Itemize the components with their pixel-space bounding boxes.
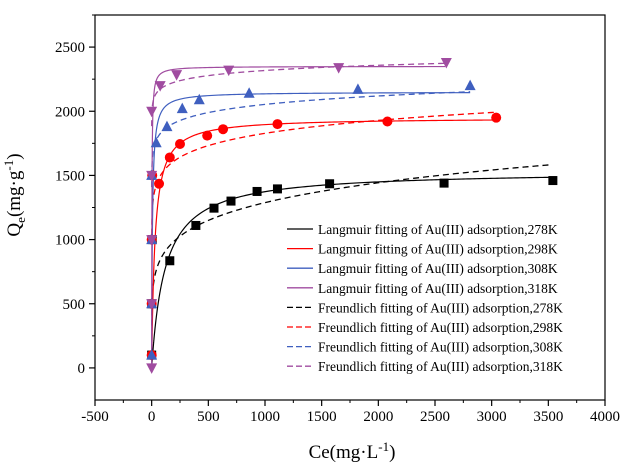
data-point-298K [202, 130, 213, 141]
data-point-278K [548, 176, 558, 186]
data-point-298K [491, 112, 502, 123]
data-point-298K [164, 152, 175, 163]
x-axis-title-superscript: -1 [378, 439, 389, 454]
data-point-308K [243, 87, 255, 98]
data-point-298K [382, 116, 393, 127]
data-point-308K [176, 102, 188, 114]
x-tick-label: -500 [81, 409, 109, 425]
legend-label-0: Langmuir fitting of Au(III) adsorption,2… [318, 222, 558, 237]
data-point-318K [146, 363, 158, 374]
x-tick-label: 2000 [363, 409, 393, 425]
freundlich-curve-308K [151, 91, 471, 188]
x-tick-label: 2500 [420, 409, 450, 425]
data-point-308K [352, 83, 364, 94]
x-axis-title-close: ) [389, 442, 395, 463]
y-tick-label: 1500 [55, 168, 85, 184]
y-tick-label: 500 [63, 297, 86, 313]
legend-label-5: Freundlich fitting of Au(III) adsorption… [318, 320, 563, 335]
legend-label-2: Langmuir fitting of Au(III) adsorption,3… [318, 261, 558, 276]
x-axis-title: Ce(mg·L-1) [309, 439, 396, 463]
data-point-278K [325, 179, 335, 189]
legend-label-3: Langmuir fitting of Au(III) adsorption,3… [318, 281, 558, 296]
x-tick-label: 500 [197, 409, 220, 425]
data-point-308K [146, 349, 158, 360]
data-point-318K [440, 57, 452, 69]
data-point-298K [272, 119, 283, 130]
y-axis-title-subscript: e [13, 217, 28, 223]
data-point-318K [171, 70, 183, 81]
y-axis-title: Qe(mg·g-1) [1, 153, 28, 236]
x-tick-label: 3500 [533, 409, 563, 425]
x-tick-label: 3000 [477, 409, 507, 425]
data-point-278K [191, 220, 201, 230]
legend: Langmuir fitting of Au(III) adsorption,2… [287, 222, 563, 374]
data-point-278K [209, 203, 219, 213]
y-axis-title-close: ) [4, 153, 25, 159]
x-tick-label: 4000 [590, 409, 620, 425]
legend-label-1: Langmuir fitting of Au(III) adsorption,2… [318, 242, 558, 257]
x-tick-label: 0 [148, 409, 156, 425]
y-axis-title-superscript: -1 [1, 160, 16, 171]
legend-label-7: Freundlich fitting of Au(III) adsorption… [318, 359, 563, 374]
data-point-308K [161, 120, 173, 132]
data-point-308K [464, 79, 476, 91]
data-point-318K [223, 65, 235, 77]
x-axis-title-main: Ce(mg·L [309, 442, 379, 463]
y-tick-label: 1000 [55, 233, 85, 249]
legend-label-4: Freundlich fitting of Au(III) adsorption… [318, 300, 563, 315]
data-point-318K [146, 235, 158, 246]
y-axis-title-symbol: Q [4, 223, 25, 237]
data-point-278K [252, 186, 262, 196]
x-tick-label: 1500 [307, 409, 337, 425]
data-point-298K [175, 138, 185, 149]
data-point-318K [333, 63, 345, 74]
x-tick-label: 1000 [250, 409, 280, 425]
data-points-layer [146, 57, 558, 374]
data-point-318K [146, 106, 158, 118]
data-point-298K [218, 124, 229, 135]
data-point-298K [154, 178, 165, 189]
data-point-318K [154, 81, 166, 92]
data-point-278K [439, 178, 449, 188]
data-point-278K [165, 256, 175, 266]
freundlich-curve-318K [151, 62, 446, 127]
axes-layer: -500 0 500 1000 1500 2000 2500 3000 3500 4000 0 500… [55, 14, 620, 425]
y-tick-label: 2000 [55, 104, 85, 120]
data-point-318K [146, 170, 158, 182]
y-tick-label: 0 [78, 361, 86, 377]
data-point-318K [146, 299, 158, 310]
langmuir-curve-278K [151, 176, 552, 368]
data-point-278K [226, 196, 236, 206]
data-point-308K [150, 136, 162, 148]
y-tick-label: 2500 [55, 40, 85, 56]
legend-label-6: Freundlich fitting of Au(III) adsorption… [318, 340, 563, 355]
data-point-278K [272, 184, 282, 194]
freundlich-curve-278K [151, 164, 552, 326]
data-point-308K [193, 93, 205, 105]
y-axis-title-unit: (mg·g [4, 170, 25, 217]
